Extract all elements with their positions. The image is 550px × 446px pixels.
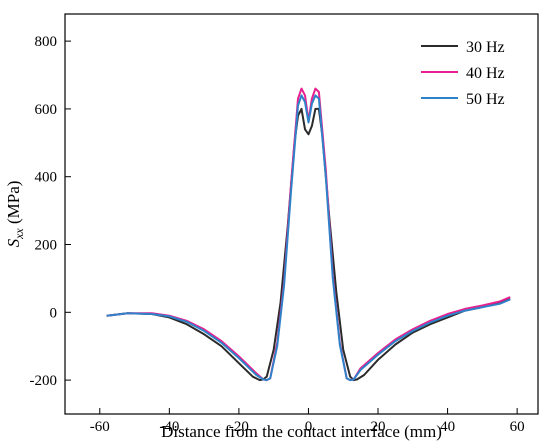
x-tick-label: -60 [90,419,110,435]
x-axis-title: Distance from the contact interface (mm) [161,422,442,441]
y-tick-label: -200 [30,373,58,389]
legend-label-40-hz: 40 Hz [466,65,505,82]
legend-label-50-hz: 50 Hz [466,91,505,108]
y-tick-label: 600 [35,102,58,118]
x-tick-label: 60 [510,419,525,435]
x-tick-label: -40 [159,419,179,435]
plot-frame [64,13,539,415]
legend: 30 Hz 40 Hz 50 Hz [421,39,505,108]
y-tick-label: 0 [50,305,58,321]
svg-text:Sxx (MPa): Sxx (MPa) [4,181,26,248]
series-lines [106,87,511,382]
y-tick-label: 200 [35,238,58,254]
y-axis-title-subscript: xx [12,228,26,240]
x-tick-label: 40 [440,419,455,435]
y-axis-title: Sxx (MPa) [4,181,26,248]
legend-label-30-hz: 30 Hz [466,39,505,56]
y-axis: -200 0 200 400 600 800 [30,34,71,389]
x-axis: -60 -40 -20 0 20 40 60 [90,408,525,435]
series-line-30-hz [106,107,511,382]
x-tick-label: 0 [305,419,313,435]
y-tick-label: 800 [35,34,58,50]
y-axis-title-symbol: S [4,238,23,247]
x-tick-label: 20 [371,419,386,435]
x-tick-label: -20 [229,419,249,435]
y-tick-label: 400 [35,170,58,186]
series-line-50-hz [106,94,511,382]
y-axis-title-unit: (MPa) [4,181,23,229]
